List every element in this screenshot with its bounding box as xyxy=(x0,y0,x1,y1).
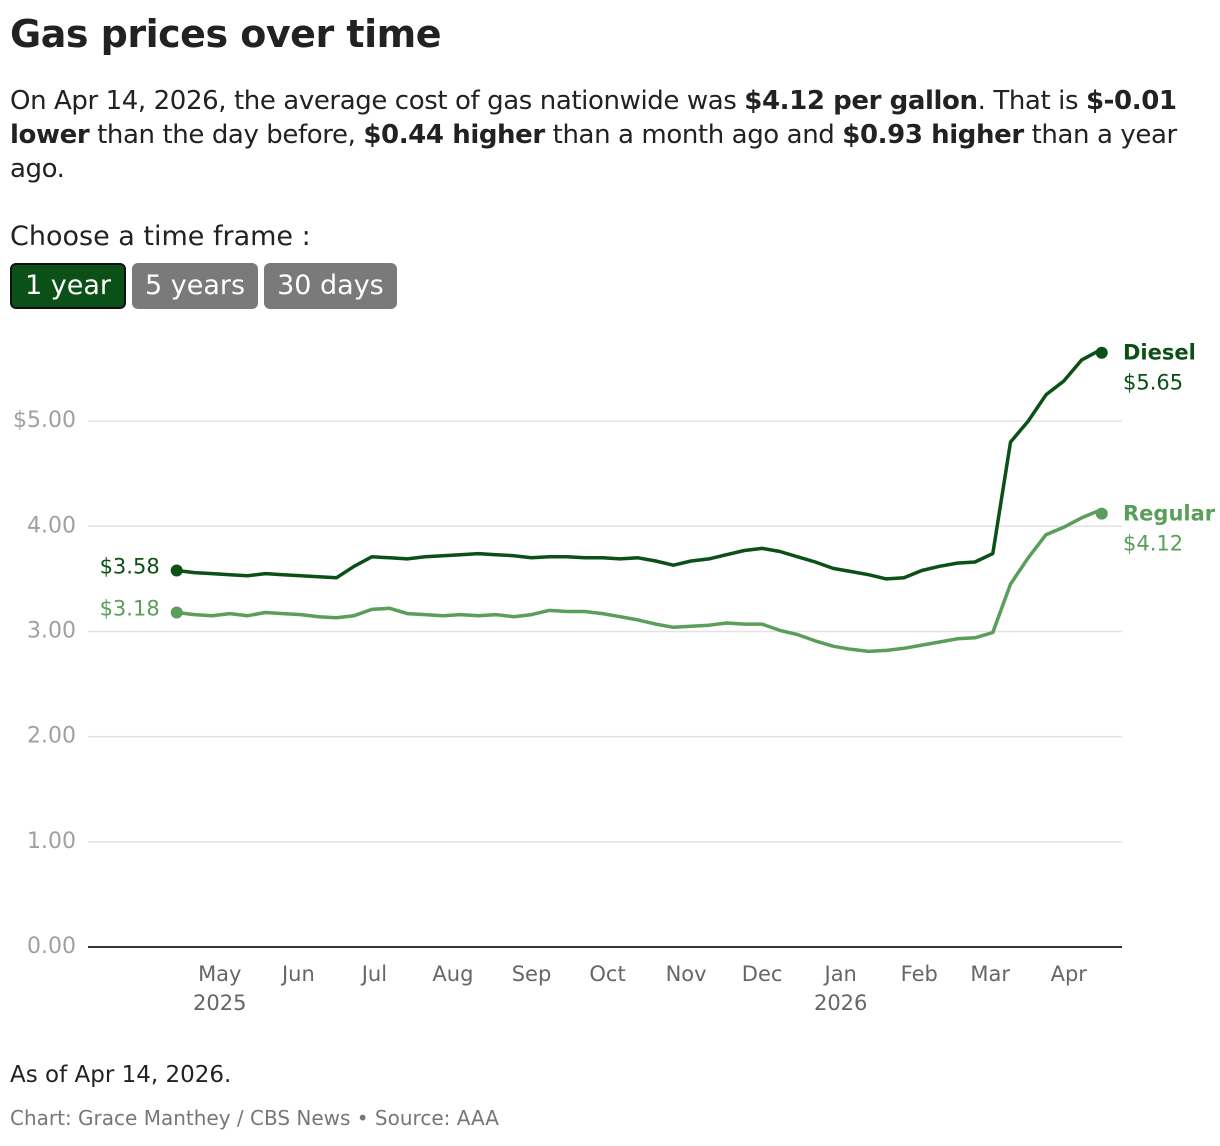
x-tick-label: Feb xyxy=(901,962,938,986)
credit: Chart: Grace Manthey / CBS News • Source… xyxy=(10,1106,499,1130)
legend-label: Diesel xyxy=(1123,341,1196,365)
timeframe-button[interactable]: 30 days xyxy=(264,263,397,309)
description-text: On Apr 14, 2026, the average cost of gas… xyxy=(10,86,745,116)
y-tick-label: 1.00 xyxy=(27,829,76,854)
x-tick-year: 2025 xyxy=(193,991,246,1015)
description-highlight: $0.93 higher xyxy=(842,120,1024,150)
x-tick-label: Aug xyxy=(432,962,473,986)
x-tick-label: Dec xyxy=(742,962,783,986)
title: Gas prices over time xyxy=(10,12,441,56)
description-highlight: $4.12 per gallon xyxy=(744,86,978,116)
start-dot xyxy=(170,564,183,577)
timeframe-label: Choose a time frame : xyxy=(10,221,311,252)
x-tick-label: May xyxy=(198,962,241,986)
description-highlight: $-0.01 lower xyxy=(10,86,1177,150)
y-tick-label: 4.00 xyxy=(27,513,76,538)
note: As of Apr 14, 2026. xyxy=(10,1062,232,1088)
x-tick-label: Sep xyxy=(512,962,552,986)
x-tick-label: Jul xyxy=(360,962,387,986)
y-tick-label: $5.00 xyxy=(13,408,76,433)
timeframe-button[interactable]: 5 years xyxy=(132,263,259,309)
y-tick-label: 0.00 xyxy=(27,934,76,959)
y-tick-label: 2.00 xyxy=(27,724,76,749)
legend-label: Regular xyxy=(1123,502,1216,526)
x-tick-label: Mar xyxy=(970,962,1010,986)
end-label: $4.12 xyxy=(1123,532,1183,556)
line xyxy=(176,508,1104,654)
y-tick-label: 3.00 xyxy=(27,618,76,643)
description-text: than a month ago and xyxy=(544,120,843,150)
end-dot xyxy=(1095,346,1108,359)
end-dot xyxy=(1095,507,1108,520)
description-highlight: $0.44 higher xyxy=(363,120,545,150)
x-tick-label: Nov xyxy=(666,962,707,986)
chart: 0.00 1.00 2.00 3.00 4.00 $5.00 May Jun Jul Aug Sep… xyxy=(13,341,1216,1015)
x-tick-label: Jan xyxy=(823,962,857,986)
timeframe-button[interactable]: 1 year xyxy=(10,263,126,309)
start-label: $3.18 xyxy=(100,597,160,621)
description-text: than a year ago. xyxy=(10,120,1177,184)
end-label: $5.65 xyxy=(1123,371,1183,395)
x-tick-year: 2026 xyxy=(814,991,867,1015)
description: On Apr 14, 2026, the average cost of gas… xyxy=(10,84,1215,186)
x-tick-label: Jun xyxy=(280,962,315,986)
start-dot xyxy=(170,606,183,619)
x-tick-label: Oct xyxy=(589,962,625,986)
description-text: than the day before, xyxy=(89,120,364,150)
x-tick-label: Apr xyxy=(1051,962,1088,986)
description-text: . That is xyxy=(977,86,1086,116)
line xyxy=(176,348,1103,581)
start-label: $3.58 xyxy=(100,554,160,578)
button-group: 1 year 5 years 30 days xyxy=(10,263,397,309)
